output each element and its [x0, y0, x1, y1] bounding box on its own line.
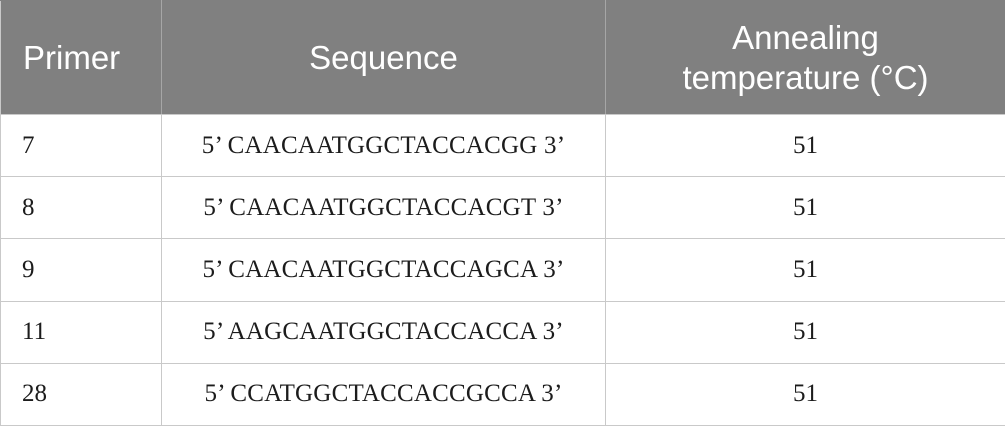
- cell-sequence: 5’ CAACAATGGCTACCAGCA 3’: [161, 238, 606, 302]
- cell-sequence: 5’ AAGCAATGGCTACCACCA 3’: [161, 301, 606, 364]
- cell-primer: 7: [0, 114, 162, 178]
- cell-primer: 28: [0, 363, 162, 427]
- cell-primer: 8: [0, 176, 162, 240]
- cell-primer: 9: [0, 238, 162, 302]
- header-annealing-temperature: Annealing temperature (°C): [605, 0, 1005, 115]
- cell-temperature: 51: [605, 363, 1005, 427]
- header-temp-line2: temperature (°C): [682, 58, 929, 96]
- header-temp-line1: Annealing: [732, 18, 879, 56]
- cell-sequence: 5’ CCATGGCTACCACCGCCA 3’: [161, 363, 606, 427]
- header-primer: Primer: [0, 0, 162, 115]
- table-row: 8 5’ CAACAATGGCTACCACGT 3’ 51: [0, 176, 1005, 240]
- cell-sequence: 5’ CAACAATGGCTACCACGG 3’: [161, 114, 606, 178]
- header-row: Primer Sequence Annealing temperature (°…: [0, 0, 1005, 115]
- cell-temperature: 51: [605, 238, 1005, 302]
- cell-sequence: 5’ CAACAATGGCTACCACGT 3’: [161, 176, 606, 240]
- cell-temperature: 51: [605, 114, 1005, 178]
- primer-table: Primer Sequence Annealing temperature (°…: [0, 0, 1005, 427]
- cell-temperature: 51: [605, 176, 1005, 240]
- table-row: 9 5’ CAACAATGGCTACCAGCA 3’ 51: [0, 238, 1005, 302]
- table-row: 28 5’ CCATGGCTACCACCGCCA 3’ 51: [0, 363, 1005, 427]
- table-body: 7 5’ CAACAATGGCTACCACGG 3’ 51 8 5’ CAACA…: [0, 114, 1005, 427]
- cell-temperature: 51: [605, 301, 1005, 364]
- header-sequence: Sequence: [161, 0, 606, 115]
- table-header: Primer Sequence Annealing temperature (°…: [0, 0, 1005, 115]
- table-row: 11 5’ AAGCAATGGCTACCACCA 3’ 51: [0, 301, 1005, 364]
- table-row: 7 5’ CAACAATGGCTACCACGG 3’ 51: [0, 114, 1005, 178]
- cell-primer: 11: [0, 301, 162, 364]
